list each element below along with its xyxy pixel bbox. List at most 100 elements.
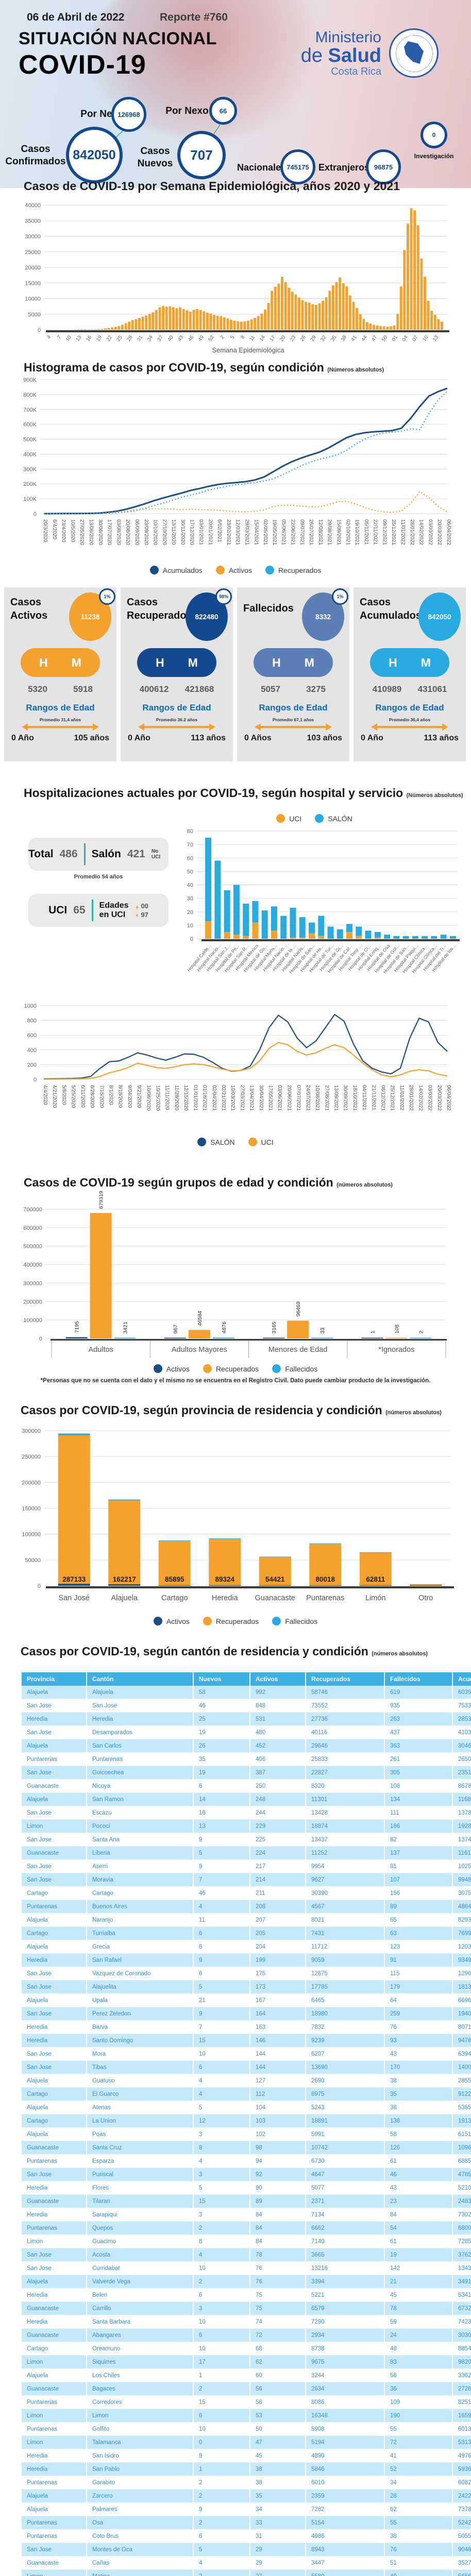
svg-text:Adultos: Adultos [88,1346,113,1354]
table-row: Alajuela Los Chiles 1 60 3244 58 3362 [22,2368,471,2382]
svg-text:11/28/2020: 11/28/2020 [174,1085,179,1111]
svg-text:10/03/2021: 10/03/2021 [230,1085,236,1111]
promedio-label: Promedio 67,1 años [272,717,314,722]
svg-text:10/08/2020: 10/08/2020 [145,1085,151,1111]
svg-text:162217: 162217 [113,1575,136,1583]
table-row: San Jose Puriscal 3 92 4647 46 4785 [22,2167,471,2181]
table-row: AlajuelaGrecia62041171212312039 [22,1940,471,1954]
promedio-54-label: Promedio 54 años [74,874,123,880]
svg-text:46: 46 [187,334,195,343]
svg-text:2: 2 [418,1331,424,1334]
table-row: Cartago Turrialba 6 205 7431 63 7699 [22,1926,471,1940]
legend-item: SALÓN [315,814,352,823]
svg-text:0: 0 [39,1336,42,1342]
age-chart-title: Casos de COVID-19 según grupos de edad y… [24,1176,393,1189]
svg-text:07: 07 [411,334,419,343]
no-uci-label: No UCI [151,849,161,860]
svg-text:Limón: Limón [365,1594,386,1602]
svg-text:19/10/2021: 19/10/2021 [354,519,360,545]
svg-text:22/06/2021: 22/06/2021 [290,519,295,545]
svg-text:38: 38 [340,334,348,343]
svg-text:30/04/2021: 30/04/2021 [258,1085,264,1111]
table-row: Alajuela Upala 21 167 6465 64 6696 [22,1993,471,2007]
age-range-values: 0 Año 105 años [11,734,109,742]
card-percent-badge: 1% [99,588,115,605]
svg-text:5/8/2020: 5/8/2020 [61,1085,66,1105]
card-percent-badge: 1% [332,588,348,605]
svg-text:20000: 20000 [25,265,41,271]
hm-values: 410989 431061 [372,684,447,694]
svg-text:13/06/2020: 13/06/2020 [88,519,94,545]
svg-text:01: 01 [391,334,399,343]
rangos-label: Rangos de Edad [259,703,328,713]
table-row: Heredia Belen 6 75 5221 45 5341 [22,2288,471,2302]
svg-text:108: 108 [394,1325,400,1334]
table-row: Alajuela Poas 3 102 5991 58 6151 [22,2127,471,2141]
svg-text:04: 04 [401,334,410,343]
investigacion-label: Investigación [414,152,454,160]
svg-text:04/11/2021: 04/11/2021 [361,1085,367,1111]
svg-text:24/07/2021: 24/07/2021 [305,1085,311,1111]
svg-text:6/28/2020: 6/28/2020 [89,1085,95,1108]
svg-text:0: 0 [33,511,37,517]
svg-text:Semana Epidemiológica: Semana Epidemiológica [212,346,284,354]
table-row: San Jose Moravia 7 214 9627 107 9948 [22,1873,471,1887]
svg-text:7: 7 [56,334,62,340]
svg-text:02/10/2021: 02/10/2021 [345,519,350,545]
table-row: HerediaHeredia255312773626328530 [22,1712,471,1726]
svg-text:12/03/2021: 12/03/2021 [235,519,241,545]
table-row: Heredia Barva 7 163 7832 76 8071 [22,2020,471,2034]
svg-text:29/08/2021: 29/08/2021 [327,519,332,545]
table-row: Limon Siquirres 17 62 9675 83 9820 [22,2355,471,2369]
svg-text:14/02/2022: 14/02/2022 [418,519,424,545]
svg-text:20/01/2021: 20/01/2021 [207,519,213,545]
hospital-time-legend: SALÓN UCI [0,1138,471,1146]
table-row: San Jose Acosta 4 78 3665 19 3762 [22,2248,471,2262]
svg-text:07/07/2021: 07/07/2021 [296,1085,301,1111]
table-row: Heredia Santa Barbara 10 74 7290 59 7423 [22,2315,471,2329]
nacionales-circle: 745175 [280,149,315,184]
table-row: Puntarenas Coto Brus 6 31 4986 38 5055 [22,2529,471,2543]
table-row: Alajuela Palmares 9 34 7282 62 7378 [22,2502,471,2516]
legend-item: Recuperados [203,1364,259,1373]
table-row: Alajuela Valverde Vega 2 76 3394 21 3491 [22,2275,471,2289]
table-row: Cartago El Guarco 4 112 8975 35 9122 [22,2087,471,2101]
svg-text:85895: 85895 [165,1575,184,1583]
column-header: Nuevos [193,1672,250,1686]
svg-text:287133: 287133 [62,1575,86,1583]
total-label: Total [28,848,54,860]
svg-text:11/01/2022: 11/01/2022 [399,1085,405,1111]
svg-text:20/08/2020: 20/08/2020 [125,519,130,545]
province-chart: 0 50000 100000 150000 200000 250000 300000 2871… [22,1428,454,1602]
svg-text:89324: 89324 [215,1575,234,1583]
age-range-values: 0 Año 113 años [361,734,459,742]
svg-text:100000: 100000 [22,1532,41,1538]
svg-text:200000: 200000 [22,1480,41,1486]
table-row: Alajuela Zarcero 2 35 2359 28 2422 [22,2489,471,2503]
svg-text:28/01/2022: 28/01/2022 [409,519,415,545]
svg-text:29: 29 [309,334,317,343]
svg-text:17/07/2020: 17/07/2020 [107,519,112,545]
svg-text:27/03/2021: 27/03/2021 [239,1085,245,1111]
svg-text:12/08/2021: 12/08/2021 [317,519,323,545]
svg-text:80018: 80018 [315,1575,335,1583]
svg-text:16: 16 [85,334,93,343]
table-row: San Jose Vazquez de Coronado 6 175 12675 115 1… [22,1967,471,1980]
svg-text:60: 60 [187,855,193,861]
svg-text:54421: 54421 [265,1575,285,1583]
report-date: 06 de Abril de 2022 [27,11,125,23]
investigacion-circle: 0 [420,122,447,148]
svg-text:23/09/2020: 23/09/2020 [143,519,149,545]
svg-text:11/01/2022: 11/01/2022 [400,519,406,545]
svg-text:70: 70 [187,842,193,848]
svg-text:62811: 62811 [366,1575,385,1583]
age-range-arrow [138,723,215,731]
svg-text:500K: 500K [23,437,37,443]
svg-text:01/18/2021: 01/18/2021 [202,1085,208,1111]
